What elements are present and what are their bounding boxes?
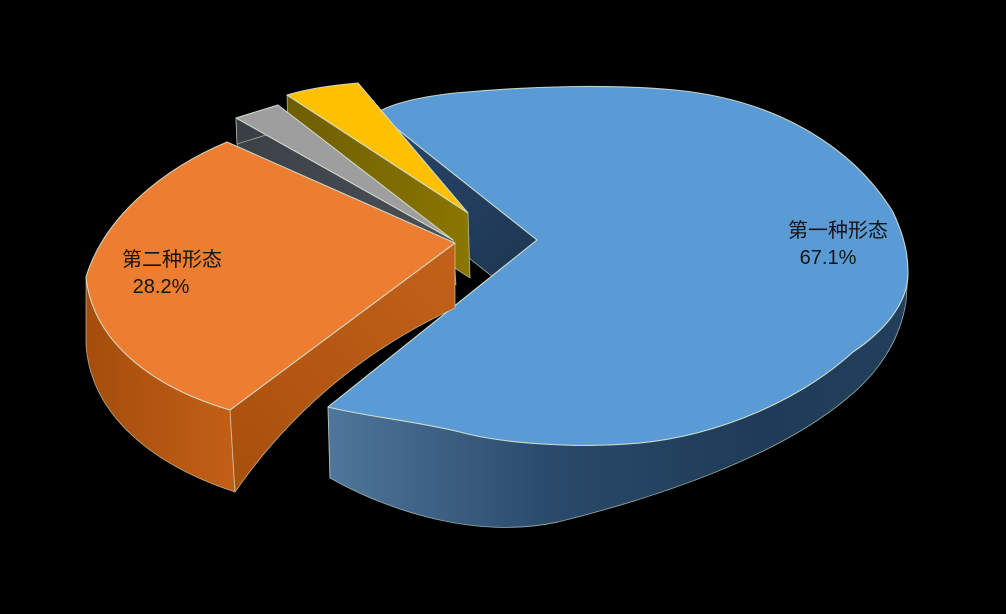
slice-yellow-top[interactable] [286,82,469,214]
slice-orange-top[interactable] [85,141,456,411]
pct-slice-orange: 28.2% [133,276,190,298]
label-slice-blue: 第一种形态 [788,219,888,242]
slice-blue-top[interactable] [327,85,909,446]
label-slice-orange: 第二种形态 [122,248,222,271]
slice-orange-side-cut[interactable] [229,242,456,493]
slice-gray-top[interactable] [235,104,454,241]
pct-slice-blue: 67.1% [800,247,857,269]
